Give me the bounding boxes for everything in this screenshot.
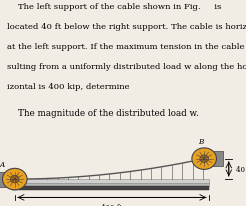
Ellipse shape xyxy=(200,155,209,163)
Text: izontal is 400 kip, determine: izontal is 400 kip, determine xyxy=(7,83,130,91)
Text: A: A xyxy=(0,160,5,168)
Polygon shape xyxy=(210,151,223,166)
Polygon shape xyxy=(0,172,9,187)
Polygon shape xyxy=(12,186,209,190)
Polygon shape xyxy=(12,184,209,186)
Text: sulting from a uniformly distributed load w along the hor-: sulting from a uniformly distributed loa… xyxy=(7,63,246,71)
Text: 400 ft: 400 ft xyxy=(101,203,123,206)
Text: at the left support. If the maximum tension in the cable re-: at the left support. If the maximum tens… xyxy=(7,43,246,51)
Ellipse shape xyxy=(2,169,27,190)
Text: B: B xyxy=(198,138,203,146)
Text: located 40 ft below the right support. The cable is horizontal: located 40 ft below the right support. T… xyxy=(7,23,246,31)
Text: 40 ft: 40 ft xyxy=(236,165,246,173)
Polygon shape xyxy=(12,179,209,184)
Text: The left support of the cable shown in Fig.     is: The left support of the cable shown in F… xyxy=(7,4,222,11)
Ellipse shape xyxy=(10,176,19,183)
Text: The magnitude of the distributed load w.: The magnitude of the distributed load w. xyxy=(7,108,199,117)
Ellipse shape xyxy=(192,148,216,170)
